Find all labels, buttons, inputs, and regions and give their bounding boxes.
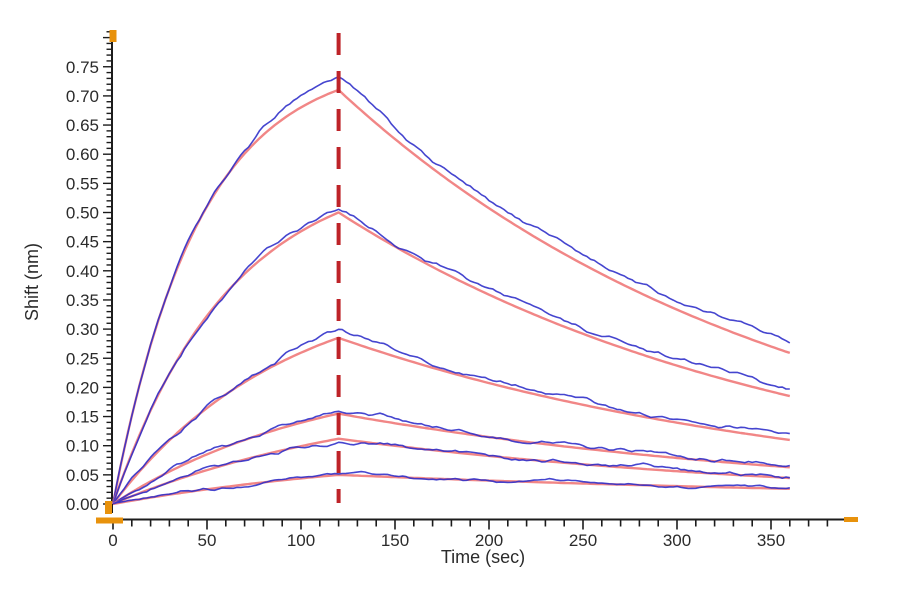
data-curve-trace-3: [112, 328, 790, 505]
origin-marker-horizontal: [96, 517, 123, 524]
y-tick-labels: 0.00 0.05 0.10 0.15 0.20 0.25 0.30 0.35 0.40 0.45…: [66, 58, 99, 514]
y-tick-label: 0.00: [66, 495, 99, 514]
x-tick-label: 50: [198, 531, 217, 550]
data-curve-trace-6: [112, 470, 790, 505]
y-tick-label: 0.60: [66, 145, 99, 164]
axis-end-markers: [96, 30, 858, 524]
axes-layer: 0.00 0.05 0.10 0.15 0.20 0.25 0.30 0.35 0.40 0.45…: [66, 30, 850, 550]
curves-layer: [111, 75, 791, 506]
x-tick-label: 100: [287, 531, 315, 550]
fit-curve-trace-2: [111, 211, 791, 505]
x-tick-label: 300: [663, 531, 691, 550]
x-tick-label: 0: [108, 531, 117, 550]
y-tick-label: 0.75: [66, 58, 99, 77]
y-tick-label: 0.45: [66, 233, 99, 252]
y-tick-label: 0.50: [66, 204, 99, 223]
y-tick-label: 0.70: [66, 87, 99, 106]
data-curve-trace-2: [112, 208, 790, 505]
y-tick-label: 0.30: [66, 320, 99, 339]
y-tick-label: 0.35: [66, 291, 99, 310]
y-tick-label: 0.15: [66, 408, 99, 427]
y-tick-label: 0.25: [66, 349, 99, 368]
y-tick-label: 0.05: [66, 466, 99, 485]
x-axis-ticks: [112, 520, 829, 530]
x-tick-label: 250: [569, 531, 597, 550]
data-curve-trace-4: [112, 410, 790, 505]
data-curve-trace-1: [112, 75, 791, 504]
y-axis-ticks: [103, 31, 112, 505]
y-tick-label: 0.40: [66, 262, 99, 281]
y-axis-title: Shift (nm): [22, 243, 42, 321]
fit-curve-trace-1: [111, 88, 791, 505]
y-tick-label: 0.10: [66, 437, 99, 456]
x-axis-end-marker: [844, 517, 858, 522]
data-curve-trace-5: [112, 441, 790, 505]
origin-marker-vertical: [105, 501, 112, 514]
y-tick-label: 0.65: [66, 116, 99, 135]
y-axis-top-marker: [109, 30, 117, 42]
y-tick-label: 0.55: [66, 174, 99, 193]
x-tick-label: 350: [757, 531, 785, 550]
x-tick-labels: 0 50 100 150 200 250 300 350: [108, 531, 785, 550]
x-axis-title: Time (sec): [441, 547, 525, 567]
x-tick-label: 150: [381, 531, 409, 550]
x-tick-label: 200: [475, 531, 503, 550]
y-tick-label: 0.20: [66, 378, 99, 397]
